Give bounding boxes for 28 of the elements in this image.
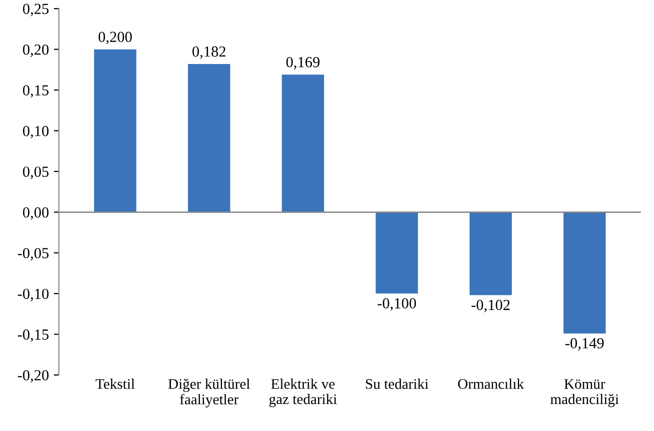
bar xyxy=(376,212,418,294)
y-tick-label: -0,20 xyxy=(18,370,49,383)
data-label: 0,200 xyxy=(98,32,132,44)
bar xyxy=(188,64,230,212)
y-tick-label: -0,10 xyxy=(18,288,49,302)
bar xyxy=(470,212,512,296)
x-tick-label: Diğer kültürel faaliyetler xyxy=(168,378,250,408)
y-tick-label: -0,05 xyxy=(18,248,49,261)
bar xyxy=(282,74,324,212)
y-tick-label: -0,15 xyxy=(18,329,49,342)
data-label: -0,100 xyxy=(378,298,416,311)
data-label: -0,102 xyxy=(472,300,510,312)
bar xyxy=(94,49,136,212)
y-tick-label: 0,25 xyxy=(22,4,49,16)
x-tick-label: Ormancılık xyxy=(458,378,524,389)
data-label: -0,149 xyxy=(565,338,604,351)
y-tick-label: 0,05 xyxy=(22,166,49,180)
x-tick-label: Elektrik ve gaz tedariki xyxy=(269,378,337,408)
x-tick-label: Su tedariki xyxy=(366,378,428,389)
y-tick-label: 0,00 xyxy=(22,207,49,220)
y-tick-label: 0,10 xyxy=(22,126,49,138)
y-tick-label: 0,15 xyxy=(22,85,49,98)
bar xyxy=(563,212,606,334)
y-tick-label: 0,20 xyxy=(22,44,49,57)
data-label: 0,182 xyxy=(192,46,226,59)
x-tick-label: Kömür madenciliği xyxy=(550,379,619,408)
data-label: 0,169 xyxy=(286,56,320,70)
x-tick-label: Tekstil xyxy=(96,378,135,389)
